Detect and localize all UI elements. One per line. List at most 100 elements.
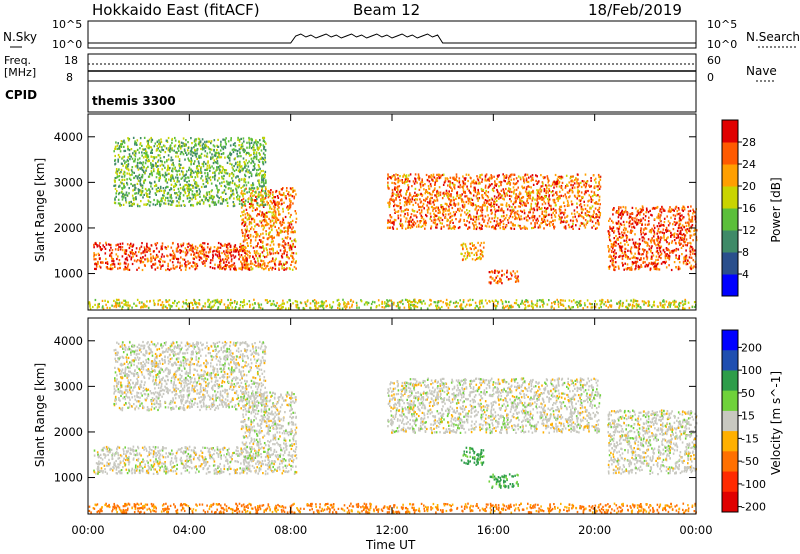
heatmap-cell [598, 208, 600, 211]
heatmap-cell [496, 190, 499, 193]
heatmap-cell [543, 220, 545, 223]
heatmap-cell [312, 300, 314, 303]
heatmap-cell [560, 303, 562, 306]
heatmap-cell [447, 184, 449, 187]
heatmap-cell [573, 209, 576, 212]
heatmap-cell [545, 211, 548, 214]
heatmap-cell [415, 193, 418, 196]
heatmap-cell [630, 266, 633, 269]
heatmap-cell [208, 248, 211, 251]
heatmap-cell [559, 299, 562, 302]
heatmap-cell [389, 214, 391, 217]
heatmap-cell [558, 217, 561, 220]
heatmap-cell [264, 214, 267, 217]
heatmap-cell [146, 260, 149, 263]
heatmap-cell [347, 302, 350, 305]
heatmap-cell [113, 263, 116, 266]
heatmap-cell [278, 227, 280, 230]
heatmap-cell [646, 251, 649, 254]
heatmap-cell [275, 189, 278, 193]
heatmap-cell [265, 188, 267, 191]
heatmap-cell [536, 194, 539, 197]
heatmap-cell [495, 199, 498, 202]
heatmap-cell [411, 301, 413, 304]
heatmap-cell [464, 190, 466, 193]
heatmap-cell [620, 210, 623, 213]
heatmap-cell [479, 206, 481, 209]
heatmap-cell [677, 207, 680, 210]
heatmap-cell [634, 233, 636, 236]
heatmap-cell [666, 215, 668, 218]
heatmap-cell [501, 282, 503, 285]
heatmap-cell [512, 270, 515, 273]
heatmap-cell [528, 217, 531, 220]
heatmap-cell [626, 211, 629, 214]
heatmap-cell [89, 303, 91, 306]
heatmap-cell [650, 246, 653, 249]
heatmap-cell [458, 226, 461, 229]
heatmap-cell [119, 242, 122, 245]
heatmap-cell [172, 200, 175, 203]
heatmap-cell [242, 244, 245, 247]
heatmap-cell [230, 258, 233, 261]
heatmap-cell [195, 251, 198, 254]
heatmap-cell [591, 205, 594, 208]
heatmap-cell [130, 256, 133, 259]
heatmap-cell [283, 227, 285, 230]
heatmap-cell [288, 207, 291, 210]
heatmap-cell [635, 306, 638, 309]
heatmap-cell [454, 213, 456, 216]
heatmap-cell [683, 208, 686, 211]
heatmap-cell [477, 215, 480, 218]
heatmap-cell [255, 223, 258, 226]
heatmap-cell [610, 245, 613, 248]
heatmap-cell [625, 228, 627, 231]
heatmap-cell [513, 190, 515, 193]
heatmap-cell [145, 305, 148, 308]
heatmap-cell [252, 194, 254, 197]
heatmap-cell [536, 175, 538, 178]
heatmap-cell [572, 216, 574, 219]
heatmap-cell [654, 261, 657, 264]
heatmap-cell [255, 195, 257, 198]
heatmap-cell [590, 177, 592, 180]
heatmap-cell [234, 300, 236, 303]
heatmap-cell [608, 219, 610, 222]
heatmap-cell [235, 149, 237, 152]
heatmap-cell [643, 300, 645, 303]
heatmap-cell [282, 240, 284, 243]
heatmap-cell [434, 187, 436, 190]
heatmap-cell [537, 190, 539, 193]
heatmap-cell [193, 257, 195, 261]
heatmap-cell [111, 259, 113, 263]
heatmap-cell [197, 160, 200, 163]
heatmap-cell [278, 263, 280, 266]
heatmap-cell [242, 300, 245, 304]
heatmap-cell [668, 254, 670, 257]
heatmap-cell [652, 262, 655, 265]
heatmap-cell [428, 176, 430, 179]
heatmap-cell [272, 216, 275, 219]
heatmap-cell [150, 258, 153, 261]
heatmap-cell [523, 212, 526, 215]
heatmap-cell [571, 191, 574, 194]
heatmap-cell [509, 190, 511, 193]
heatmap-cell [223, 259, 225, 262]
heatmap-cell [420, 225, 422, 228]
heatmap-cell [659, 238, 662, 241]
heatmap-cell [536, 302, 538, 305]
heatmap-cell [196, 306, 199, 309]
heatmap-cell [284, 226, 286, 229]
heatmap-cell [209, 266, 212, 269]
heatmap-cell [149, 299, 151, 303]
heatmap-cell [471, 198, 474, 201]
heatmap-cell [288, 198, 291, 201]
heatmap-cell [546, 175, 549, 178]
heatmap-cell [325, 305, 327, 308]
heatmap-cell [112, 259, 115, 263]
heatmap-cell [219, 255, 221, 258]
heatmap-cell [436, 199, 439, 202]
heatmap-cell [484, 174, 487, 177]
heatmap-cell [482, 203, 484, 206]
heatmap-cell [179, 249, 181, 252]
